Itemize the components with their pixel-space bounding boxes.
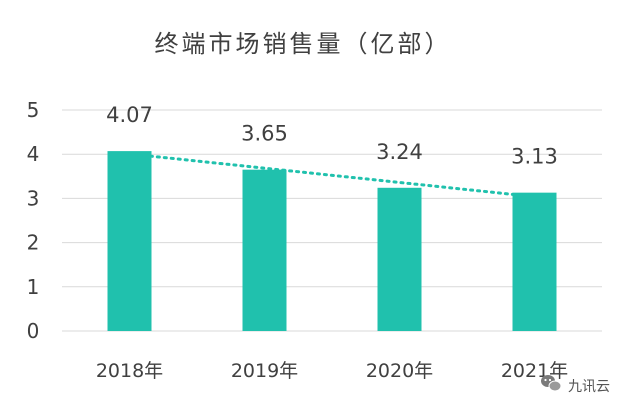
x-category-label: 2019年 [231,360,298,382]
y-axis-ticks: 0 1 2 3 4 5 [27,98,40,343]
bar [377,187,422,331]
y-tick-label: 1 [27,275,40,299]
y-tick-label: 2 [27,231,40,255]
y-tick-label: 4 [27,142,40,166]
trendline [128,152,536,199]
bar [242,169,287,331]
chart-title: 终端市场销售量（亿部） [155,30,452,58]
x-category-label: 2020年 [366,360,433,382]
bar [512,192,557,331]
data-labels: 4.07 3.65 3.24 3.13 [106,103,558,169]
bar [107,151,152,331]
y-tick-label: 3 [27,186,40,210]
trendline-line [128,152,536,199]
y-tick-label: 5 [27,98,40,122]
data-label: 4.07 [106,103,153,127]
y-tick-label: 0 [27,319,40,343]
data-label: 3.24 [376,140,423,164]
data-label: 3.65 [241,122,288,146]
data-label: 3.13 [511,145,558,169]
watermark-text: 九讯云 [568,379,610,395]
gridlines [62,109,602,332]
x-category-label: 2018年 [96,360,163,382]
wechat-icon [541,375,562,392]
bars [107,151,557,331]
x-axis-categories: 2018年 2019年 2020年 2021年 [96,360,568,382]
watermark: 九讯云 [541,375,610,395]
x-category-label: 2021年 [501,360,568,382]
